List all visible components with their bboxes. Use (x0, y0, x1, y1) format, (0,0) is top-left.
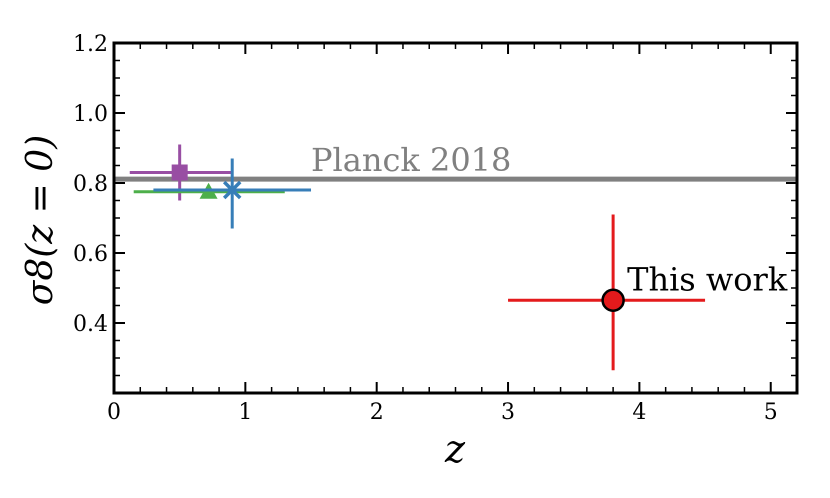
x-marker-stroke (222, 180, 242, 200)
y-tick-label: 0.8 (73, 172, 108, 197)
y-tick-label: 0.6 (73, 242, 108, 267)
y-tick-label: 1.0 (73, 102, 108, 127)
y-tick-label: 0.4 (73, 312, 108, 337)
plot-frame (112, 41, 799, 395)
series-circle-3: This work (508, 214, 788, 371)
point-label: This work (627, 260, 788, 298)
x-tick-label: 0 (107, 400, 121, 425)
x-tick-label: 5 (764, 400, 778, 425)
reference-line-label: Planck 2018 (311, 141, 511, 179)
axes: 0 1 2 3 4 5 0.4 0.6 0.8 1.0 1.2 (73, 32, 799, 425)
x-tick-label: 1 (238, 400, 252, 425)
plot-content: Planck 2018 This work (114, 141, 797, 371)
y-axis-title: σ8(z = 0) (20, 135, 61, 306)
x-tick-label: 2 (370, 400, 384, 425)
y-axis-title-group: σ8(z = 0) (20, 135, 61, 306)
x-tick-label: 3 (501, 400, 515, 425)
data-point-circle (601, 288, 625, 312)
data-point-square (171, 164, 188, 181)
x-axis-title: z (444, 427, 466, 471)
series-x-2 (153, 158, 312, 229)
x-tick-label: 4 (632, 400, 646, 425)
data-point-x (222, 180, 242, 200)
y-tick-label: 1.2 (73, 32, 108, 57)
